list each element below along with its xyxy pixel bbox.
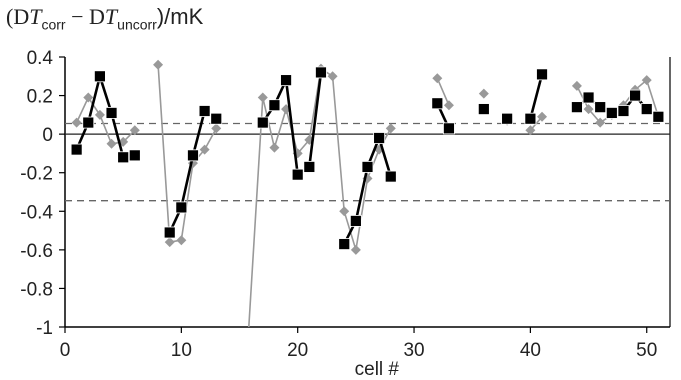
diamond-point bbox=[71, 117, 82, 128]
square-point bbox=[536, 68, 548, 81]
square-point bbox=[640, 103, 653, 115]
square-point bbox=[117, 151, 130, 164]
diamond-point bbox=[525, 125, 536, 136]
title-sub-uncorr: uncorr bbox=[117, 16, 157, 33]
square-point bbox=[268, 99, 281, 112]
square-point bbox=[373, 132, 386, 144]
axes bbox=[59, 56, 671, 333]
square-point bbox=[605, 107, 618, 119]
square-point bbox=[291, 168, 304, 181]
x-tick-label: 50 bbox=[636, 340, 657, 361]
x-tick-label: 0 bbox=[60, 340, 71, 361]
square-series-line bbox=[343, 136, 393, 245]
diamond-point bbox=[129, 125, 140, 136]
diamond-series-line bbox=[436, 77, 450, 106]
diamond-point bbox=[153, 59, 164, 70]
diamond-point bbox=[339, 206, 350, 217]
tick-labels: 0.4 0.2 0 -0.2 -0.4 -0.6 -0.8 -1 0 10 20 30 40 50 bbox=[20, 48, 657, 361]
square-point bbox=[617, 105, 630, 117]
title-delta-1: D bbox=[13, 4, 30, 29]
diamond-point bbox=[94, 109, 105, 120]
title-T-1: T bbox=[29, 4, 42, 29]
square-point bbox=[105, 107, 118, 119]
x-tick-label: 30 bbox=[403, 340, 424, 361]
data-series bbox=[70, 59, 665, 327]
diamond-point bbox=[478, 88, 489, 99]
x-axis-label: cell # bbox=[355, 359, 400, 380]
square-point bbox=[652, 110, 665, 123]
square-point bbox=[582, 91, 595, 104]
square-point bbox=[187, 149, 199, 162]
diamond-point bbox=[432, 73, 443, 84]
square-point bbox=[175, 201, 188, 214]
x-tick-label: 40 bbox=[520, 340, 541, 361]
diamond-point bbox=[350, 244, 361, 255]
y-tick-label: -0.4 bbox=[20, 202, 53, 223]
y-tick-label: 0.2 bbox=[27, 87, 53, 108]
y-tick-label: -0.6 bbox=[20, 241, 53, 262]
y-tick-label: -1 bbox=[36, 318, 53, 339]
title-minus: − bbox=[65, 4, 90, 29]
chart-title: (DTcorr − DTuncorr)/mK bbox=[6, 4, 203, 32]
square-point bbox=[163, 226, 176, 239]
square-point bbox=[594, 101, 607, 114]
square-point bbox=[338, 238, 351, 250]
square-point bbox=[256, 116, 269, 129]
x-tick-label: 20 bbox=[287, 340, 308, 361]
title-sub-corr: corr bbox=[41, 16, 66, 33]
x-tick-label: 10 bbox=[171, 340, 192, 361]
square-point bbox=[571, 101, 583, 114]
diamond-point bbox=[269, 142, 280, 153]
y-tick-label: -0.8 bbox=[20, 279, 53, 300]
square-point bbox=[303, 161, 316, 173]
title-open-paren: ( bbox=[6, 4, 14, 29]
title-unit: )/mK bbox=[156, 4, 204, 29]
diamond-point bbox=[164, 237, 175, 248]
square-point bbox=[524, 112, 537, 125]
square-point bbox=[349, 215, 362, 227]
square-point bbox=[198, 105, 211, 117]
diamond-point bbox=[385, 123, 396, 134]
diamond-point bbox=[571, 80, 582, 91]
diamond-point bbox=[211, 123, 222, 134]
square-point bbox=[361, 161, 374, 173]
diamond-point bbox=[595, 117, 606, 128]
square-point bbox=[315, 66, 327, 79]
series-diamonds bbox=[71, 59, 664, 327]
square-point bbox=[128, 149, 141, 162]
square-point bbox=[210, 112, 223, 125]
square-series-line bbox=[529, 74, 544, 120]
square-point bbox=[82, 116, 95, 129]
reference-lines bbox=[65, 122, 670, 202]
diamond-point bbox=[83, 92, 94, 103]
square-point bbox=[94, 70, 106, 83]
square-point bbox=[443, 122, 455, 135]
title-delta-2: D bbox=[89, 4, 105, 29]
diamond-point bbox=[176, 235, 187, 246]
y-tick-label: 0.4 bbox=[27, 48, 54, 69]
square-point bbox=[477, 103, 490, 115]
diamond-point bbox=[257, 92, 268, 103]
square-point bbox=[431, 97, 444, 110]
diamond-point bbox=[583, 104, 594, 115]
square-point bbox=[501, 112, 514, 125]
diamond-point bbox=[641, 75, 652, 86]
square-series-line bbox=[168, 109, 218, 234]
diamond-point bbox=[199, 144, 210, 155]
square-point bbox=[280, 74, 292, 87]
diamond-point bbox=[537, 111, 548, 122]
square-point bbox=[384, 170, 397, 183]
square-point bbox=[70, 143, 83, 156]
y-tick-label: 0 bbox=[42, 125, 53, 146]
diamond-point bbox=[443, 100, 454, 111]
title-T-2: T bbox=[104, 4, 118, 29]
diamond-point bbox=[327, 71, 338, 82]
series-squares bbox=[70, 66, 665, 250]
square-point bbox=[629, 89, 641, 102]
y-tick-label: -0.2 bbox=[20, 164, 53, 185]
diamond-point bbox=[106, 138, 117, 149]
